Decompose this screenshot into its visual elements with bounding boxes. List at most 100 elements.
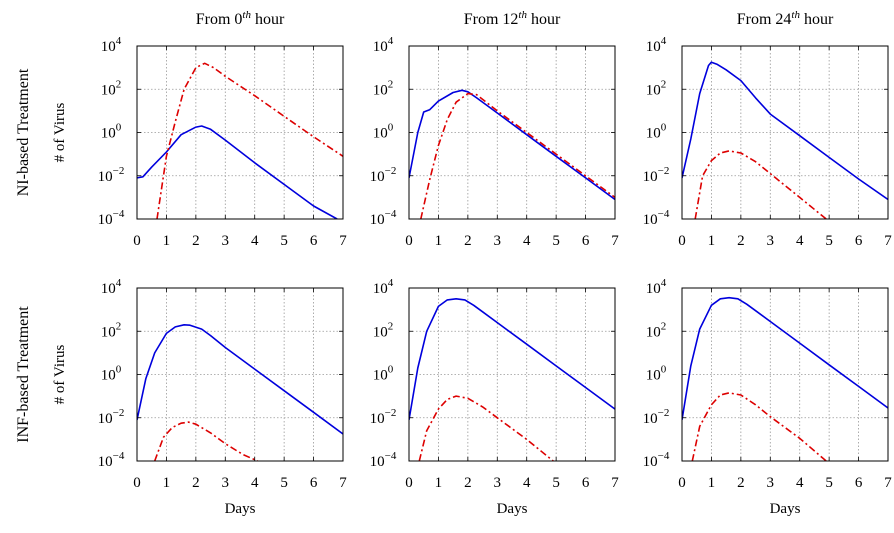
x-tick-label: 2 [737,233,745,249]
series-line-solid [137,323,343,435]
x-tick-label: 3 [767,233,775,249]
series-line-dashdot [691,392,827,461]
y-tick-label: 10−4 [370,450,397,470]
x-axis-label: Days [497,501,528,517]
x-tick-label: 0 [678,475,686,491]
x-tick-label: 2 [464,233,472,249]
x-tick-label: 4 [796,475,804,491]
y-tick-label: 102 [646,78,667,98]
x-tick-label: 2 [192,233,200,249]
x-tick-label: 4 [523,475,531,491]
axis-ticks: 0 1 2 3 4 5 6 7 104 102 100 10−2 10−4 [643,277,893,491]
axis-ticks: 0 1 2 3 4 5 6 7 104 102 100 10−2 10−4 [370,35,620,249]
x-axis-label: Days [225,501,256,517]
series-group [682,61,888,219]
series-group [682,296,888,461]
x-tick-label: 7 [884,475,892,491]
column-title-superscript: th [791,9,800,21]
x-tick-label: 7 [611,233,619,249]
y-tick-label: 104 [101,35,122,55]
y-axis-label-1: # of Virus [52,345,68,405]
y-tick-label: 100 [101,364,122,384]
y-axis-label-0: # of Virus [52,103,68,163]
y-tick-label: 10−4 [370,208,397,228]
x-tick-label: 4 [251,475,259,491]
x-tick-label: 5 [280,475,288,491]
y-tick-label: 10−4 [643,208,670,228]
x-tick-label: 1 [435,475,443,491]
series-line-solid [137,125,338,219]
y-tick-label: 100 [101,122,122,142]
x-tick-label: 6 [855,475,863,491]
grid [137,288,343,461]
y-tick-label: 10−2 [643,407,670,427]
series-line-dashdot [156,62,343,219]
series-group [137,62,343,219]
y-tick-label: 10−2 [370,407,397,427]
y-tick-label: 102 [101,320,122,340]
y-tick-label: 102 [373,320,394,340]
y-tick-label: 100 [646,122,667,142]
grid [682,46,888,219]
x-tick-label: 1 [435,233,443,249]
x-tick-label: 0 [405,475,413,491]
x-tick-label: 3 [494,475,502,491]
series-line-dashdot [418,395,554,461]
x-tick-label: 0 [133,475,141,491]
y-tick-label: 10−2 [98,407,125,427]
x-tick-label: 0 [405,233,413,249]
grid [682,288,888,461]
y-tick-label: 100 [373,364,394,384]
x-axis-label: Days [770,501,801,517]
x-tick-label: 6 [855,233,863,249]
grid [137,46,343,219]
y-tick-label: 104 [101,277,122,297]
x-tick-label: 2 [192,475,200,491]
series-line-dashdot [153,421,259,461]
series-line-solid [682,296,888,421]
panel-r1-c1: 0 1 2 3 4 5 6 7 104 102 100 10−2 10−4 Days [370,277,620,517]
x-tick-label: 5 [825,475,833,491]
x-tick-label: 4 [796,233,804,249]
series-line-solid [682,61,888,201]
column-title-1: From 12th hour [464,9,561,28]
panel-r1-c0: 0 1 2 3 4 5 6 7 104 102 100 10−2 10−4 Days [98,277,348,517]
axis-ticks: 0 1 2 3 4 5 6 7 104 102 100 10−2 10−4 [98,277,348,491]
x-tick-label: 1 [708,233,716,249]
series-line-solid [409,89,615,201]
x-tick-label: 3 [767,475,775,491]
x-tick-label: 5 [825,233,833,249]
column-title-superscript: th [242,9,251,21]
column-title-superscript: th [518,9,527,21]
x-tick-label: 3 [222,233,230,249]
column-title-prefix: From 24 [737,11,792,28]
x-tick-label: 1 [708,475,716,491]
x-tick-label: 5 [552,475,560,491]
series-line-dashdot [694,150,827,219]
column-title-suffix: hour [527,11,561,28]
x-tick-label: 0 [133,233,141,249]
y-tick-label: 10−4 [643,450,670,470]
column-titles: From 0th hour From 12th hour From 24th hou… [196,9,834,28]
grid [409,46,615,219]
x-tick-label: 1 [163,475,171,491]
x-tick-label: 4 [523,233,531,249]
x-tick-label: 7 [611,475,619,491]
series-group [409,89,615,219]
grid [409,288,615,461]
y-tick-label: 10−2 [643,165,670,185]
y-tick-label: 10−2 [370,165,397,185]
x-tick-label: 4 [251,233,259,249]
series-line-dashdot [420,92,615,219]
axis-ticks: 0 1 2 3 4 5 6 7 104 102 100 10−2 10−4 [643,35,893,249]
x-tick-label: 2 [737,475,745,491]
column-title-0: From 0th hour [196,9,285,28]
panel-r0-c2: 0 1 2 3 4 5 6 7 104 102 100 10−2 10−4 [643,35,893,249]
x-tick-label: 7 [339,475,347,491]
x-tick-label: 6 [310,475,318,491]
y-tick-label: 104 [646,35,667,55]
axis-ticks: 0 1 2 3 4 5 6 7 104 102 100 10−2 10−4 [98,35,348,249]
x-tick-label: 1 [163,233,171,249]
row-label-1: INF-based Treatment [15,306,32,443]
